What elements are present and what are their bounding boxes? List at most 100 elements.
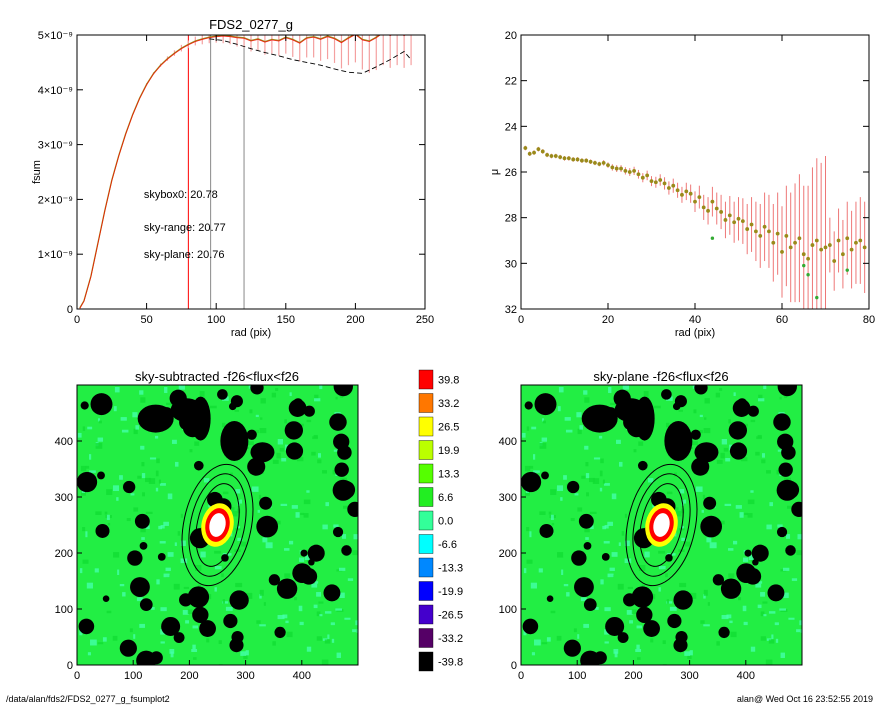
sky-subtracted-noise-113 — [241, 541, 247, 547]
sky-plane-noise-47 — [665, 422, 670, 428]
sky-plane-noise-78 — [771, 634, 774, 640]
sky-plane-mask-big-1 — [664, 421, 693, 461]
colorbar-swatch-7 — [418, 534, 434, 554]
mu-point-48 — [732, 220, 737, 225]
colorbar-swatch-9 — [418, 581, 434, 601]
sky-plane-noise-131 — [636, 644, 640, 650]
sky-subtracted-noise-301 — [306, 419, 312, 423]
sky-plane-noise-135 — [766, 470, 771, 474]
sky-plane-noise-247 — [703, 624, 710, 627]
sky-subtracted-galaxy-core — [209, 513, 226, 537]
mu-point-6 — [549, 154, 554, 158]
sky-subtracted-mask-46 — [333, 385, 353, 397]
sky-plane-noise-286 — [534, 639, 541, 646]
sky-subtracted-mask-67 — [268, 574, 281, 586]
sky-subtracted-noise-187 — [185, 620, 189, 624]
mu-point-25 — [632, 168, 636, 173]
sky-subtracted-mask-32 — [187, 586, 210, 608]
sky-subtracted-noise-292 — [82, 526, 86, 532]
sky-subtracted-noise-215 — [272, 641, 276, 646]
sky-plane-noise-33 — [585, 462, 589, 467]
sky-subtracted-noise-209 — [255, 414, 259, 418]
sky-subtracted-mask-29 — [230, 395, 243, 408]
sky-subtracted-ytick-label-2: 200 — [55, 548, 73, 560]
sky-subtracted-noise-149 — [317, 459, 322, 464]
sky-subtracted-noise-15 — [97, 418, 101, 422]
sky-subtracted-mask-3 — [134, 513, 150, 529]
mu-point-68 — [819, 247, 824, 252]
sky-plane-noise-298 — [602, 479, 605, 484]
sky-subtracted-noise-37 — [140, 397, 146, 403]
sky-plane-mask-18 — [637, 460, 648, 471]
sky-plane-mask-52 — [574, 577, 594, 597]
sky-subtracted-noise-101 — [239, 499, 243, 504]
sky-subtracted-noise-112 — [221, 573, 224, 578]
sky-subtracted-noise-291 — [132, 412, 138, 418]
fsum-xtick-label-5: 250 — [416, 314, 434, 326]
sky-plane-mask-19 — [747, 405, 759, 417]
sky-plane-noise-237 — [780, 652, 785, 658]
sky-plane-noise-133 — [583, 623, 589, 628]
mu-point-39 — [693, 199, 697, 204]
sky-subtracted-mask-52 — [130, 577, 150, 597]
sky-subtracted-noise-226 — [87, 426, 93, 430]
sky-plane-noise-2 — [538, 568, 543, 573]
mu-point-23 — [623, 168, 628, 173]
sky-subtracted-mask-1 — [323, 584, 341, 602]
sky-plane-xtick-label-1: 100 — [568, 670, 586, 682]
sky-subtracted-mask-62 — [284, 421, 304, 440]
sky-subtracted-mask-34 — [80, 401, 89, 410]
sky-subtracted-noise-212 — [164, 387, 168, 394]
sky-plane-noise-283 — [701, 509, 704, 513]
sky-subtracted-noise-247 — [259, 624, 266, 627]
sky-plane-noise-144 — [695, 486, 703, 492]
sky-subtracted-mask-30 — [173, 632, 185, 644]
sky-plane-mask-56 — [736, 398, 748, 409]
mu-ytick-label-0: 20 — [505, 30, 517, 42]
colorbar-label-12: -39.8 — [438, 657, 463, 669]
mu-point-65 — [806, 256, 810, 261]
sky-subtracted-noise-40 — [155, 487, 159, 492]
mu-point-33 — [667, 186, 671, 190]
sky-subtracted-noise-24 — [280, 503, 288, 506]
sky-plane-noise-160 — [760, 611, 765, 617]
sky-plane-noise-101 — [683, 499, 687, 504]
sky-plane-mask-69 — [661, 389, 672, 400]
sky-subtracted-noise-228 — [263, 602, 266, 606]
sky-plane-noise-214 — [523, 630, 527, 636]
sky-subtracted-noise-43 — [284, 548, 290, 551]
sky-subtracted-noise-76 — [218, 640, 222, 645]
sky-plane-noise-52 — [592, 478, 600, 484]
sky-subtracted-noise-290 — [277, 615, 285, 620]
sky-subtracted-noise-270 — [281, 458, 287, 462]
sky-subtracted-noise-255 — [89, 454, 92, 460]
sky-plane-noise-248 — [627, 586, 634, 589]
sky-plane-noise-98 — [524, 465, 531, 472]
sky-plane-noise-99 — [618, 542, 621, 546]
sky-subtracted-noise-151 — [279, 447, 285, 452]
sky-plane-mask-9 — [521, 471, 542, 493]
footer-path: /data/alan/fds2/FDS2_0277_g_fsumplot2 — [6, 694, 170, 704]
sky-plane-noise-200 — [729, 444, 733, 451]
sky-subtracted-noise-311 — [82, 426, 86, 431]
colorbar-swatch-10 — [418, 604, 434, 625]
sky-subtracted-mask-69 — [217, 389, 228, 400]
sky-subtracted-noise-146 — [159, 541, 166, 544]
sky-subtracted-noise-142 — [339, 567, 346, 571]
sky-plane-noise-206 — [631, 609, 637, 615]
sky-plane-noise-223 — [607, 573, 614, 578]
sky-subtracted-noise-108 — [355, 620, 358, 626]
colorbar-label-0: 39.8 — [438, 375, 459, 387]
sky-plane-mask-53 — [791, 501, 802, 518]
sky-plane-noise-269 — [652, 594, 656, 600]
sky-plane-noise-284 — [703, 589, 708, 596]
sky-subtracted-aperture-ellipse-2 — [195, 483, 240, 567]
sky-plane-panel: sky-plane -f26<flux<f26 0 100 200 300 400 0 10… — [499, 369, 803, 682]
sky-plane-mask-33 — [718, 626, 730, 639]
mu-point-61 — [788, 245, 793, 250]
sky-plane-ytick-label-4: 400 — [499, 436, 517, 448]
sky-plane-noise-195 — [550, 610, 556, 614]
sky-plane-noise-280 — [624, 513, 627, 518]
sky-subtracted-mask-11 — [246, 429, 257, 440]
